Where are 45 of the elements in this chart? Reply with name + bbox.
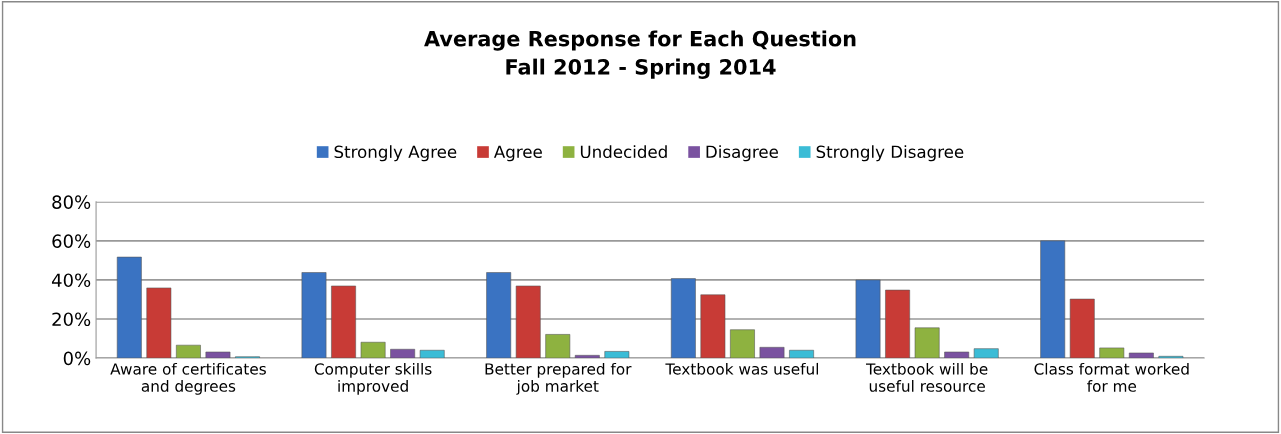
x-tick-label: Textbook was useful (665, 362, 819, 375)
bar (1069, 298, 1095, 359)
legend-label: Undecided (580, 145, 667, 159)
bar (360, 341, 386, 359)
bar (146, 287, 172, 359)
bar (205, 351, 231, 359)
bar (301, 272, 327, 359)
bar (759, 347, 785, 359)
legend-label: Strongly Disagree (816, 145, 964, 162)
y-tick-label: 20% (52, 312, 91, 327)
bar (789, 349, 814, 359)
chart-title: Average Response for Each Question Fall 2012 - Spring 2014 (424, 30, 856, 79)
bar (486, 272, 512, 359)
bar (973, 348, 999, 359)
bar (1099, 347, 1125, 359)
bar (700, 294, 726, 359)
bar (515, 285, 541, 359)
bar (914, 327, 940, 359)
bar (670, 278, 696, 359)
bar (1040, 240, 1066, 359)
bar (730, 329, 755, 359)
bar (604, 351, 630, 359)
bar (331, 285, 356, 359)
bar (116, 256, 142, 359)
bar (944, 351, 970, 359)
x-tick-label: Computer skills improved (314, 362, 432, 395)
y-tick-label: 40% (51, 273, 91, 288)
y-tick-label: 0% (63, 351, 91, 366)
x-tick-label: Class format worked for me (1034, 362, 1189, 392)
x-tick-label: Better prepared for job market (485, 362, 632, 395)
legend-label: Strongly Agree (334, 145, 457, 162)
legend-label: Agree (493, 145, 542, 162)
y-tick-label: 80% (52, 195, 91, 209)
bar (1128, 352, 1154, 359)
bar (419, 349, 445, 359)
bar (545, 334, 571, 359)
x-tick-label: Textbook will be useful resource (865, 362, 988, 392)
bar (176, 344, 201, 359)
bar (390, 348, 416, 359)
bar (574, 355, 600, 359)
x-tick-label: Aware of certificates and degrees (110, 362, 266, 395)
legend-label: Disagree (706, 145, 778, 162)
bar (855, 279, 881, 359)
y-tick-label: 60% (52, 234, 91, 248)
bar (885, 289, 910, 359)
